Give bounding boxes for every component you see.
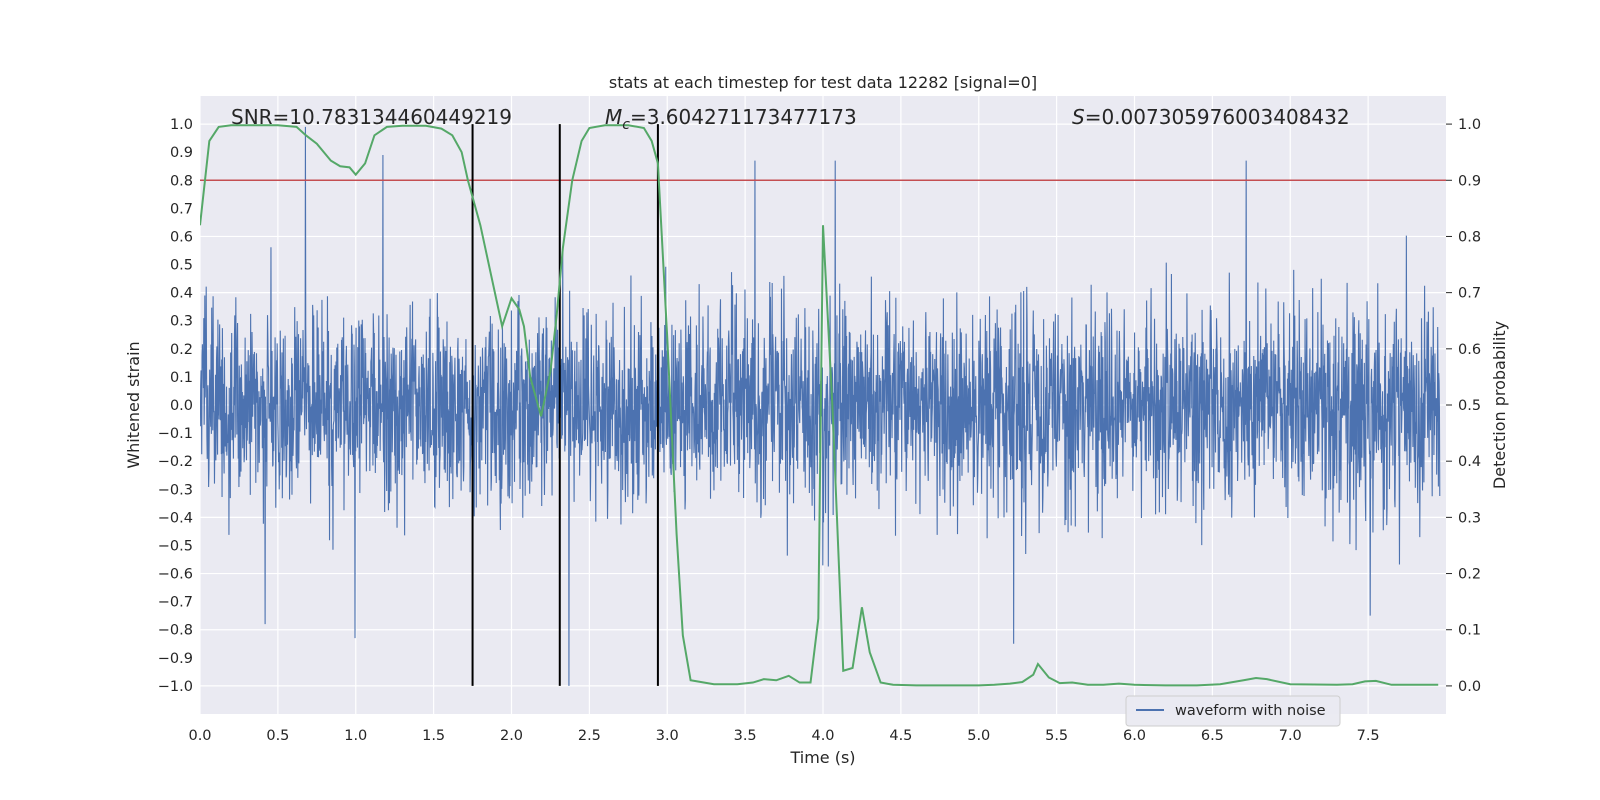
x-tick-label-8: 4.0 xyxy=(811,728,834,744)
y-tick-label-2: −0.8 xyxy=(158,623,193,639)
y-axis-ticks: −1.0 −0.9 −0.8 −0.7 −0.6 −0.5 −0.4 −0.3 −0.2 −0.1… xyxy=(158,117,193,695)
y-tick-label-20: 1.0 xyxy=(170,117,193,133)
y-tick-label-9: −0.1 xyxy=(158,426,193,442)
marker-lines xyxy=(471,124,659,686)
y2-axis-label: Detection probability xyxy=(1490,321,1509,489)
y-tick-label-18: 0.8 xyxy=(170,173,193,189)
chirp-mass-subscript: c xyxy=(622,117,630,133)
y2-tick-label-6: 0.6 xyxy=(1458,342,1481,358)
snr-annotation: SNR=10.783134460449219 xyxy=(231,105,512,129)
chart-title: stats at each timestep for test data 122… xyxy=(609,73,1037,92)
y2-tick-label-8: 0.8 xyxy=(1458,229,1481,245)
x-tick-label-13: 6.5 xyxy=(1201,728,1224,744)
y2-tick-label-9: 0.9 xyxy=(1458,173,1481,189)
y2-tick-label-10: 1.0 xyxy=(1458,117,1481,133)
y-tick-label-4: −0.6 xyxy=(158,567,193,583)
y2-tick-label-7: 0.7 xyxy=(1458,286,1481,302)
y2-tick-label-4: 0.4 xyxy=(1458,454,1481,470)
chirp-mass-annotation: Mc=3.604271173477173 xyxy=(605,105,857,133)
x-tick-label-9: 4.5 xyxy=(889,728,912,744)
chirp-mass-symbol: M xyxy=(605,105,622,129)
x-tick-label-10: 5.0 xyxy=(967,728,990,744)
y2-tick-label-0: 0.0 xyxy=(1458,679,1481,695)
y2-tick-label-3: 0.3 xyxy=(1458,510,1481,526)
y-tick-label-11: 0.1 xyxy=(170,370,193,386)
x-tick-label-4: 2.0 xyxy=(500,728,523,744)
series-detection-probability xyxy=(200,124,1439,687)
y-tick-label-1: −0.9 xyxy=(158,651,193,667)
y-tick-label-6: −0.4 xyxy=(158,510,193,526)
y-tick-label-15: 0.5 xyxy=(170,258,193,274)
detection-probability-line xyxy=(200,124,1439,687)
y-tick-label-8: −0.2 xyxy=(158,454,193,470)
s-symbol: S xyxy=(1072,105,1085,129)
x-tick-label-12: 6.0 xyxy=(1123,728,1146,744)
legend: waveform with noise xyxy=(1125,695,1341,727)
x-tick-label-5: 2.5 xyxy=(578,728,601,744)
y2-tick-label-2: 0.2 xyxy=(1458,567,1481,583)
y-tick-label-0: −1.0 xyxy=(158,679,193,695)
y-tick-label-3: −0.7 xyxy=(158,595,193,611)
x-tick-label-3: 1.5 xyxy=(422,728,445,744)
y2-tick-label-5: 0.5 xyxy=(1458,398,1481,414)
y-tick-label-19: 0.9 xyxy=(170,145,193,161)
y-tick-label-16: 0.6 xyxy=(170,229,193,245)
x-tick-label-1: 0.5 xyxy=(266,728,289,744)
x-axis-ticks: 0.0 0.5 1.0 1.5 2.0 2.5 3.0 3.5 4.0 4.5 5.0 5.5 6.0 6… xyxy=(188,728,1379,744)
chirp-mass-value: =3.604271173477173 xyxy=(630,105,857,129)
y-tick-label-17: 0.7 xyxy=(170,201,193,217)
x-tick-label-6: 3.0 xyxy=(656,728,679,744)
y-tick-label-13: 0.3 xyxy=(170,314,193,330)
x-tick-label-0: 0.0 xyxy=(188,728,211,744)
y-tick-label-5: −0.5 xyxy=(158,538,193,554)
y-tick-label-12: 0.2 xyxy=(170,342,193,358)
x-tick-label-2: 1.0 xyxy=(344,728,367,744)
x-tick-label-7: 3.5 xyxy=(734,728,757,744)
s-value: =0.007305976003408432 xyxy=(1085,105,1350,129)
x-axis-label: Time (s) xyxy=(789,748,855,767)
y2-tick-label-1: 0.1 xyxy=(1458,623,1481,639)
x-tick-label-11: 5.5 xyxy=(1045,728,1068,744)
legend-label-waveform: waveform with noise xyxy=(1175,703,1326,719)
y2-axis-ticks: 0.0 0.1 0.2 0.3 0.4 0.5 0.6 0.7 0.8 0.9 1.0 xyxy=(1446,117,1481,695)
y-tick-label-14: 0.4 xyxy=(170,286,193,302)
y-tick-label-7: −0.3 xyxy=(158,482,193,498)
x-tick-label-15: 7.5 xyxy=(1357,728,1380,744)
x-tick-label-14: 7.0 xyxy=(1279,728,1302,744)
y-tick-label-10: 0.0 xyxy=(170,398,193,414)
s-annotation: S=0.007305976003408432 xyxy=(1072,105,1350,129)
y-axis-label: Whitened strain xyxy=(124,341,143,468)
legend-box xyxy=(1125,695,1341,727)
